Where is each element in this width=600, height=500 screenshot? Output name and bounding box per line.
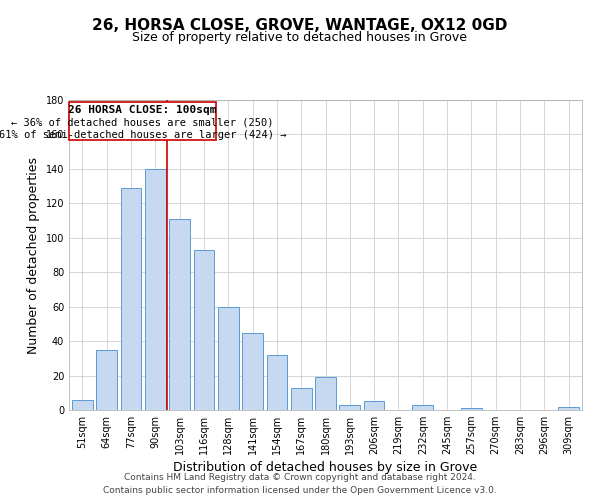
Text: 61% of semi-detached houses are larger (424) →: 61% of semi-detached houses are larger (… [0,130,286,140]
Bar [461,408,482,410]
Bar [364,402,385,410]
Bar [169,219,190,410]
Bar [97,350,117,410]
FancyBboxPatch shape [69,102,216,140]
Bar [121,188,142,410]
Bar [145,169,166,410]
Bar [291,388,311,410]
Bar [558,406,579,410]
Bar [194,250,214,410]
Bar [242,332,263,410]
Bar [218,306,239,410]
Bar [72,400,93,410]
Bar [412,405,433,410]
Text: 26, HORSA CLOSE, GROVE, WANTAGE, OX12 0GD: 26, HORSA CLOSE, GROVE, WANTAGE, OX12 0G… [92,18,508,32]
Y-axis label: Number of detached properties: Number of detached properties [27,156,40,354]
Bar [315,378,336,410]
Text: Contains HM Land Registry data © Crown copyright and database right 2024.
Contai: Contains HM Land Registry data © Crown c… [103,474,497,495]
Text: ← 36% of detached houses are smaller (250): ← 36% of detached houses are smaller (25… [11,118,274,128]
Text: Size of property relative to detached houses in Grove: Size of property relative to detached ho… [133,31,467,44]
Bar [340,405,360,410]
Bar [266,355,287,410]
X-axis label: Distribution of detached houses by size in Grove: Distribution of detached houses by size … [173,462,478,474]
Text: 26 HORSA CLOSE: 100sqm: 26 HORSA CLOSE: 100sqm [68,105,217,115]
